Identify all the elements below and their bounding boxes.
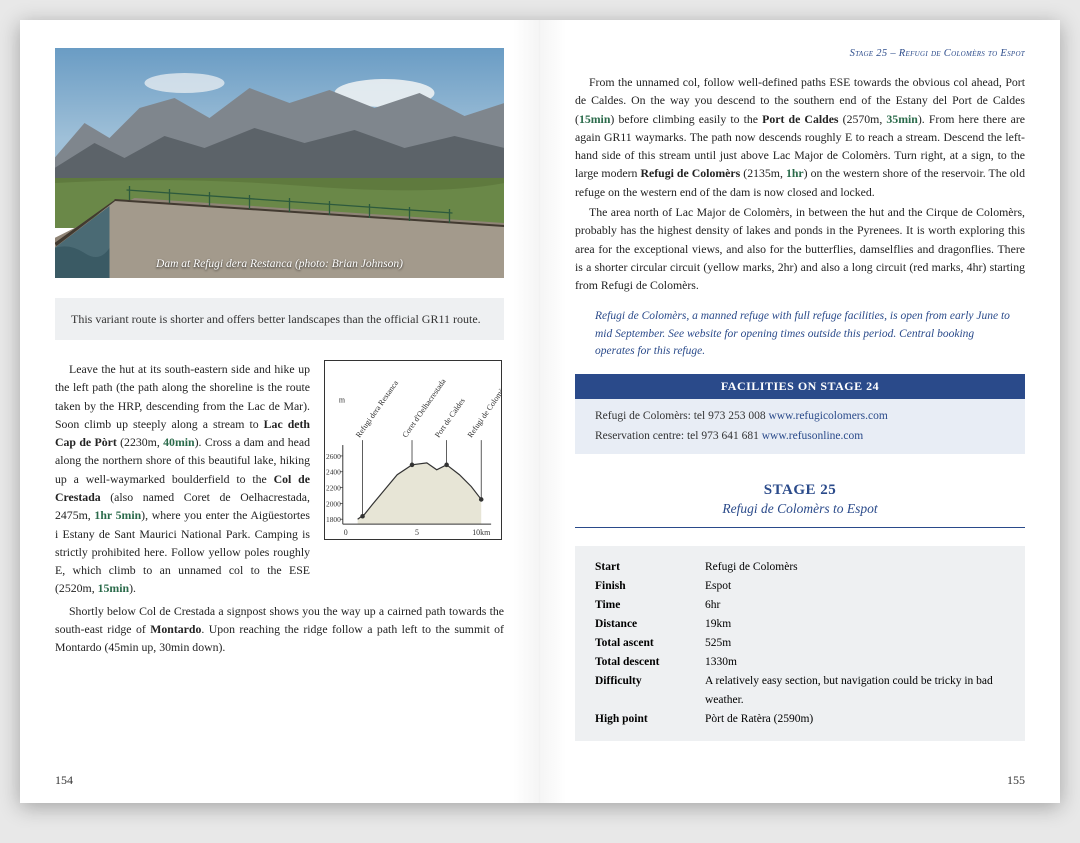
page-number: 154 [55, 773, 73, 788]
para-1-partial: Leave the hut at its south-eastern side … [55, 360, 310, 598]
stage-subtitle: Refugi de Colomèrs to Espot [575, 501, 1025, 517]
stage-info-label: Finish [595, 577, 705, 596]
right-body-text: From the unnamed col, follow well-define… [575, 73, 1025, 294]
landscape-illustration [55, 48, 504, 278]
stage-info-row: StartRefugi de Colomèrs [595, 558, 1005, 577]
facilities-header: FACILITIES ON STAGE 24 [575, 374, 1025, 399]
stage-info-value: Pòrt de Ratèra (2590m) [705, 710, 813, 729]
stage-info-value: 525m [705, 634, 731, 653]
stage-info-label: Start [595, 558, 705, 577]
stage-info-label: Time [595, 596, 705, 615]
svg-text:0: 0 [344, 528, 348, 537]
refuge-info: Refugi de Colomèrs, a manned refuge with… [595, 308, 1015, 360]
svg-text:2600: 2600 [326, 452, 341, 461]
stage-info-label: High point [595, 710, 705, 729]
svg-text:m: m [339, 396, 346, 405]
stage-info-label: Total descent [595, 653, 705, 672]
facilities-line-1: Refugi de Colomèrs: tel 973 253 008 www.… [595, 407, 1005, 427]
stage-info-value: Espot [705, 577, 731, 596]
para-2: Shortly below Col de Crestada a signpost… [55, 602, 504, 657]
left-page: Dam at Refugi dera Restanca (photo: Bria… [20, 20, 540, 803]
body-text-continued: Shortly below Col de Crestada a signpost… [55, 602, 504, 657]
page-number: 155 [1007, 773, 1025, 788]
book-spread: Dam at Refugi dera Restanca (photo: Bria… [20, 20, 1060, 803]
running-head: Stage 25 – Refugi de Colomèrs to Espot [575, 48, 1025, 59]
facilities-line-2: Reservation centre: tel 973 641 681 www.… [595, 427, 1005, 447]
stage-info-row: FinishEspot [595, 577, 1005, 596]
stage-info-row: Time6hr [595, 596, 1005, 615]
svg-text:2400: 2400 [326, 468, 341, 477]
svg-text:Refugi de Colomèrs: Refugi de Colomèrs [466, 382, 502, 439]
refuge-link[interactable]: www.refugicolomers.com [768, 410, 887, 422]
stage-info-label: Distance [595, 615, 705, 634]
stage-info-table: StartRefugi de ColomèrsFinishEspotTime6h… [575, 546, 1025, 741]
facilities-box: FACILITIES ON STAGE 24 Refugi de Colomèr… [575, 374, 1025, 454]
svg-text:10km: 10km [472, 528, 491, 537]
stage-info-value: Refugi de Colomèrs [705, 558, 798, 577]
body-text-col: Leave the hut at its south-eastern side … [55, 360, 310, 600]
right-page: Stage 25 – Refugi de Colomèrs to Espot F… [540, 20, 1060, 803]
elevation-chart-wrap: Refugi dera Restanca Coret d'Oelhacresta… [324, 360, 504, 600]
right-para-1: From the unnamed col, follow well-define… [575, 73, 1025, 201]
right-para-2: The area north of Lac Major de Colomèrs,… [575, 203, 1025, 294]
svg-text:5: 5 [415, 528, 419, 537]
variant-callout: This variant route is shorter and offers… [55, 298, 504, 340]
hero-photo: Dam at Refugi dera Restanca (photo: Bria… [55, 48, 504, 278]
svg-text:2000: 2000 [326, 499, 341, 508]
elevation-chart: Refugi dera Restanca Coret d'Oelhacresta… [324, 360, 502, 540]
reservation-link[interactable]: www.refusonline.com [762, 430, 863, 442]
text-with-chart: Leave the hut at its south-eastern side … [55, 360, 504, 600]
stage-number: STAGE 25 [575, 482, 1025, 499]
stage-info-row: DifficultyA relatively easy section, but… [595, 672, 1005, 710]
stage-info-value: A relatively easy section, but navigatio… [705, 672, 1005, 710]
stage-rule [575, 527, 1025, 528]
svg-text:Port de Caldes: Port de Caldes [433, 396, 467, 439]
stage-info-value: 1330m [705, 653, 737, 672]
photo-caption: Dam at Refugi dera Restanca (photo: Bria… [55, 258, 504, 270]
stage-info-label: Difficulty [595, 672, 705, 710]
stage-info-row: Distance19km [595, 615, 1005, 634]
stage-info-value: 6hr [705, 596, 720, 615]
facilities-body: Refugi de Colomèrs: tel 973 253 008 www.… [575, 399, 1025, 454]
stage-header: STAGE 25 Refugi de Colomèrs to Espot [575, 482, 1025, 517]
stage-info-row: High pointPòrt de Ratèra (2590m) [595, 710, 1005, 729]
stage-info-value: 19km [705, 615, 731, 634]
svg-text:Refugi dera Restanca: Refugi dera Restanca [354, 378, 400, 439]
stage-info-row: Total descent1330m [595, 653, 1005, 672]
stage-info-row: Total ascent525m [595, 634, 1005, 653]
svg-text:2200: 2200 [326, 484, 341, 493]
svg-text:1800: 1800 [326, 515, 341, 524]
stage-info-label: Total ascent [595, 634, 705, 653]
